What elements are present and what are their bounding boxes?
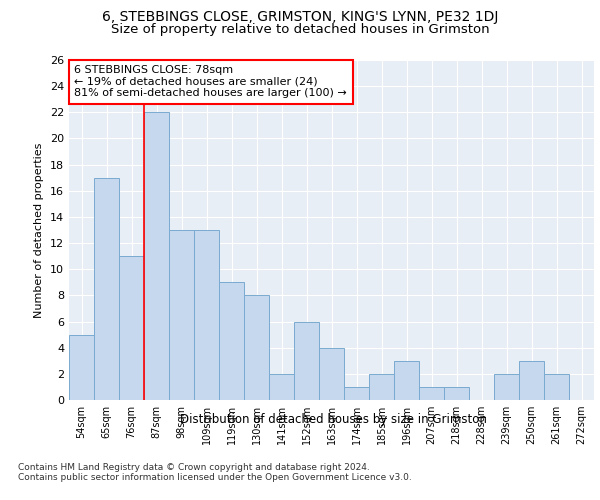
Bar: [394, 361, 419, 400]
Bar: [294, 322, 319, 400]
Text: Distribution of detached houses by size in Grimston: Distribution of detached houses by size …: [179, 412, 487, 426]
Bar: [519, 361, 544, 400]
Bar: [269, 374, 294, 400]
Text: 6, STEBBINGS CLOSE, GRIMSTON, KING'S LYNN, PE32 1DJ: 6, STEBBINGS CLOSE, GRIMSTON, KING'S LYN…: [102, 10, 498, 24]
Text: Contains HM Land Registry data © Crown copyright and database right 2024.: Contains HM Land Registry data © Crown c…: [18, 462, 370, 471]
Bar: [119, 256, 144, 400]
Bar: [94, 178, 119, 400]
Bar: [169, 230, 194, 400]
Bar: [319, 348, 344, 400]
Bar: [69, 334, 94, 400]
Y-axis label: Number of detached properties: Number of detached properties: [34, 142, 44, 318]
Bar: [419, 387, 444, 400]
Bar: [144, 112, 169, 400]
Bar: [369, 374, 394, 400]
Bar: [544, 374, 569, 400]
Bar: [344, 387, 369, 400]
Text: Size of property relative to detached houses in Grimston: Size of property relative to detached ho…: [110, 22, 490, 36]
Text: 6 STEBBINGS CLOSE: 78sqm
← 19% of detached houses are smaller (24)
81% of semi-d: 6 STEBBINGS CLOSE: 78sqm ← 19% of detach…: [74, 65, 347, 98]
Bar: [244, 296, 269, 400]
Bar: [444, 387, 469, 400]
Bar: [194, 230, 219, 400]
Bar: [494, 374, 519, 400]
Bar: [219, 282, 244, 400]
Text: Contains public sector information licensed under the Open Government Licence v3: Contains public sector information licen…: [18, 472, 412, 482]
